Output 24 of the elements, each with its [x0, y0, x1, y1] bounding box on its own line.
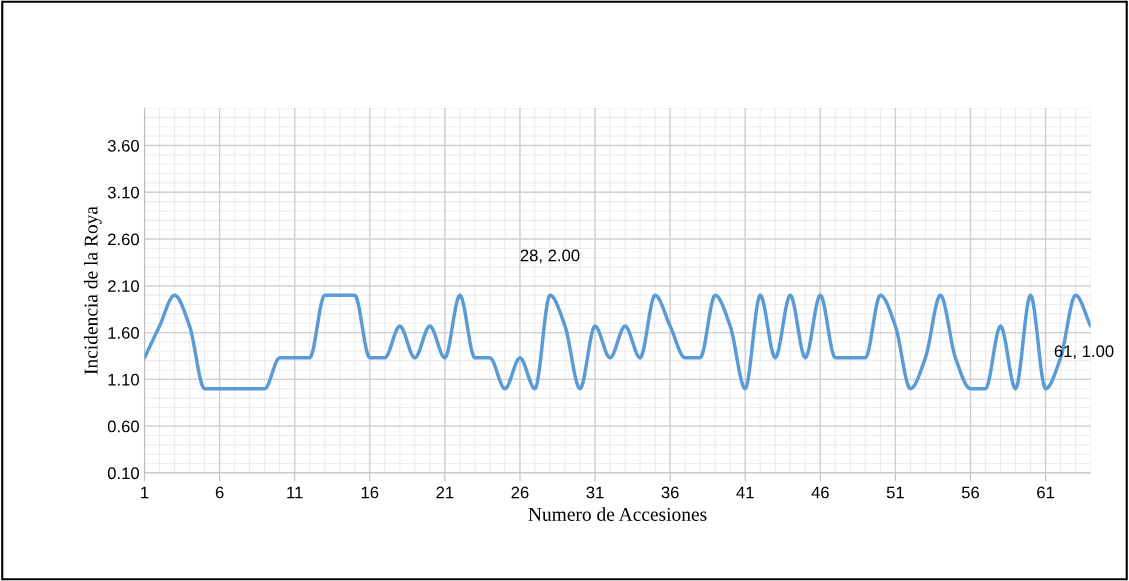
x-tick-label: 6 — [215, 486, 224, 499]
x-tick-label: 1 — [141, 486, 149, 499]
x-tick-label: 11 — [287, 486, 303, 499]
y-tick-label: 1.60 — [108, 327, 139, 339]
y-tick-label: 0.60 — [107, 420, 139, 433]
y-axis-title: Incidencia de la Roya — [83, 206, 102, 375]
x-tick-label: 51 — [886, 486, 904, 499]
x-tick-label: 36 — [661, 486, 679, 499]
x-tick-label: 31 — [586, 486, 604, 499]
y-tick-label: 3.60 — [107, 139, 139, 152]
x-tick-label: 61 — [1037, 486, 1055, 499]
x-tick-label: 41 — [736, 486, 754, 499]
y-tick-label: 2.10 — [108, 280, 139, 293]
x-tick-label: 46 — [811, 486, 829, 499]
y-tick-label: 0.10 — [107, 467, 139, 480]
x-tick-label: 56 — [961, 486, 980, 499]
x-tick-label: 16 — [361, 486, 379, 499]
x-tick-label: 26 — [511, 486, 529, 499]
y-tick-label: 3.10 — [107, 186, 139, 199]
x-tick-label: 21 — [436, 486, 454, 499]
y-tick-label: 1.10 — [108, 373, 139, 386]
x-axis-title: Numero de Accesiones — [528, 507, 707, 521]
annotation: 28, 2.00 — [520, 249, 580, 264]
y-tick-label: 2.60 — [108, 233, 139, 246]
